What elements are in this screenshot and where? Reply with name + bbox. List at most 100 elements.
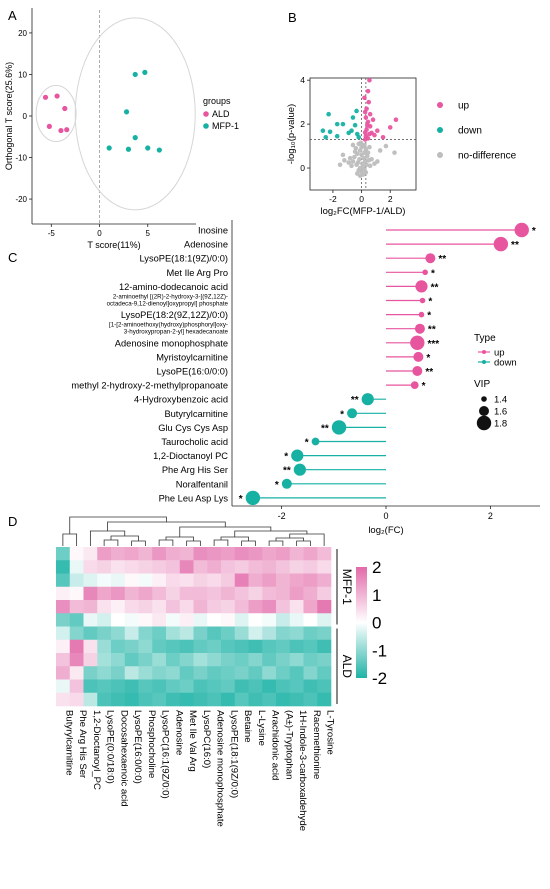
score-point-mfp-1	[156, 147, 162, 153]
volcano-point-no-difference	[352, 154, 357, 160]
x-axis-label: log₂FC(MFP-1/ALD)	[321, 206, 406, 217]
x-axis-label: T score(11%)	[87, 240, 140, 250]
heatmap-cell	[56, 679, 71, 694]
x-tick-label: -5	[48, 229, 56, 238]
heatmap-cell	[69, 586, 84, 601]
heatmap-cell	[152, 692, 167, 707]
heatmap-cell	[166, 547, 181, 561]
row-label: Phe Leu Asp Lys	[159, 493, 229, 503]
score-point-mfp-1	[123, 109, 130, 115]
lollipop-head	[245, 490, 261, 506]
y-tick-label: 20	[18, 29, 27, 38]
heatmap-cell	[193, 679, 208, 694]
row-group-label: ALD	[340, 655, 354, 679]
column-label: (A±)-Tryptophan	[283, 710, 294, 779]
heatmap-cell	[111, 666, 126, 680]
heatmap-cell	[166, 573, 181, 588]
heatmap-cell	[138, 547, 153, 561]
lollipop-head	[422, 269, 428, 276]
heatmap-cell	[248, 639, 263, 654]
volcano-point-no-difference	[362, 142, 367, 148]
significance-mark: *	[431, 268, 435, 279]
heatmap-cell	[234, 679, 249, 694]
significance-mark: *	[284, 452, 288, 463]
heatmap-cell	[166, 666, 181, 680]
lollipop-head	[281, 478, 292, 489]
heatmap-cell	[69, 547, 84, 561]
heatmap-cell	[193, 600, 208, 614]
heatmap-cell	[193, 653, 208, 667]
heatmap-cell	[276, 666, 291, 680]
legend-marker-up	[437, 102, 443, 108]
heatmap-cell	[138, 586, 153, 601]
y-axis-label: Orthogonal T score(25.6%)	[4, 62, 14, 170]
significance-mark: **	[428, 325, 436, 336]
heatmap-cell	[303, 666, 318, 680]
heatmap-cell	[56, 547, 71, 561]
volcano-point-no-difference	[392, 150, 397, 155]
heatmap-cell	[317, 653, 332, 667]
dendrogram-branch	[131, 540, 146, 546]
heatmap-cell	[289, 573, 304, 588]
heatmap-cell	[166, 600, 181, 614]
score-point-mfp-1	[106, 145, 112, 151]
dendrogram-branch	[296, 540, 311, 546]
column-label: 1,2-Dioctanoyl_PC	[91, 710, 102, 790]
score-point-mfp-1	[125, 146, 132, 152]
heatmap-cell	[138, 653, 153, 667]
panel-d-heatmap: Butyrylcarnitine Phe Arg His Ser 1,2-Dioct…	[56, 516, 387, 831]
heatmap-cell	[179, 626, 194, 641]
score-point-ald	[64, 127, 70, 133]
dendrogram-branch	[268, 540, 284, 546]
heatmap-cell	[83, 639, 98, 654]
heatmap-cell	[179, 692, 194, 707]
panel-b-letter: B	[288, 10, 297, 25]
heatmap-cell	[152, 560, 167, 574]
row-label: Inosine	[198, 226, 228, 236]
heatmap-cell	[207, 573, 222, 588]
dendrogram-branch	[289, 533, 325, 546]
heatmap-cell	[276, 586, 291, 601]
heatmap-cell	[262, 639, 277, 654]
column-label: Arachidonic acid	[270, 710, 281, 780]
heatmap-cell	[69, 653, 84, 667]
colorbar-tick-label: 2	[372, 558, 381, 577]
heatmap-cell	[179, 639, 194, 654]
score-point-mfp-1	[145, 145, 151, 151]
y-tick-label: 10	[18, 70, 27, 79]
row-label: Phe Arg His Ser	[162, 465, 228, 475]
column-label: LysoPC(16:0)	[201, 710, 212, 768]
legend-marker-mfp-1	[203, 123, 209, 129]
heatmap-cell	[289, 639, 304, 654]
heatmap-cell	[248, 666, 263, 680]
heatmap-cell	[317, 666, 332, 680]
significance-mark: *	[427, 311, 431, 322]
heatmap-cell	[207, 613, 222, 627]
heatmap-cell	[289, 666, 304, 680]
y-tick-label: -20	[15, 195, 27, 204]
lollipop-head	[412, 366, 423, 376]
score-point-ald	[58, 127, 64, 134]
heatmap-cell	[56, 692, 71, 707]
heatmap-cell	[97, 679, 112, 694]
row-label: octadeca-9,12-dienoyl]oxypropyl] phospha…	[107, 301, 229, 308]
heatmap-cell	[221, 666, 236, 680]
heatmap-cell	[289, 586, 304, 601]
legend-vip-marker	[481, 396, 487, 402]
legend-title: groups	[203, 96, 231, 106]
heatmap-cell	[221, 692, 236, 707]
heatmap-cell	[166, 613, 181, 627]
legend-vip-label: 1.6	[494, 407, 507, 418]
y-tick-label: 0	[300, 163, 305, 173]
lollipop-head	[425, 253, 436, 264]
legend-vip-label: 1.8	[494, 419, 507, 430]
heatmap-cell	[207, 639, 222, 654]
x-tick-label: -2	[329, 194, 337, 204]
heatmap-cell	[221, 653, 236, 667]
colorbar-tick-label: -2	[372, 669, 387, 688]
lollipop-head	[293, 463, 306, 476]
row-label: [1-[2-aminoethoxy(hydroxy)phosphoryl]oxy…	[109, 322, 228, 329]
significance-mark: *	[532, 226, 536, 237]
volcano-point-no-difference	[350, 142, 356, 148]
column-label: LysoPE(0:0/18:0)	[105, 710, 116, 784]
